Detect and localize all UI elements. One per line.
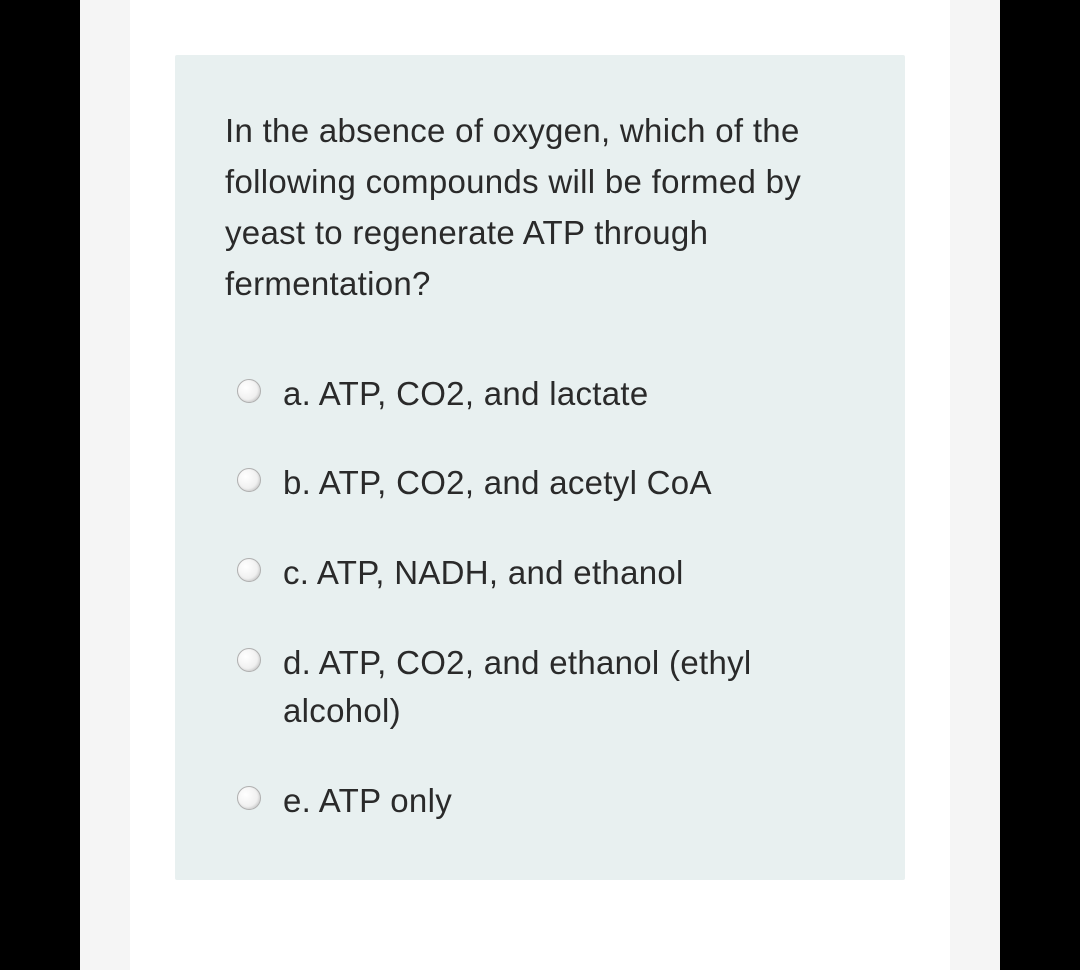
question-text: In the absence of oxygen, which of the f… <box>225 105 860 310</box>
option-label-b: b. ATP, CO2, and acetyl CoA <box>283 459 712 507</box>
option-row-a[interactable]: a. ATP, CO2, and lactate <box>237 370 860 418</box>
radio-button-e[interactable] <box>237 786 261 810</box>
option-row-b[interactable]: b. ATP, CO2, and acetyl CoA <box>237 459 860 507</box>
option-label-e: e. ATP only <box>283 777 452 825</box>
radio-button-d[interactable] <box>237 648 261 672</box>
question-card: In the absence of oxygen, which of the f… <box>175 55 905 880</box>
option-row-c[interactable]: c. ATP, NADH, and ethanol <box>237 549 860 597</box>
white-container: In the absence of oxygen, which of the f… <box>130 0 950 970</box>
radio-button-c[interactable] <box>237 558 261 582</box>
radio-button-a[interactable] <box>237 379 261 403</box>
option-row-e[interactable]: e. ATP only <box>237 777 860 825</box>
outer-container: In the absence of oxygen, which of the f… <box>80 0 1000 970</box>
option-row-d[interactable]: d. ATP, CO2, and ethanol (ethyl alcohol) <box>237 639 860 735</box>
radio-button-b[interactable] <box>237 468 261 492</box>
option-label-d: d. ATP, CO2, and ethanol (ethyl alcohol) <box>283 639 860 735</box>
option-label-a: a. ATP, CO2, and lactate <box>283 370 649 418</box>
options-list: a. ATP, CO2, and lactate b. ATP, CO2, an… <box>225 370 860 825</box>
option-label-c: c. ATP, NADH, and ethanol <box>283 549 684 597</box>
